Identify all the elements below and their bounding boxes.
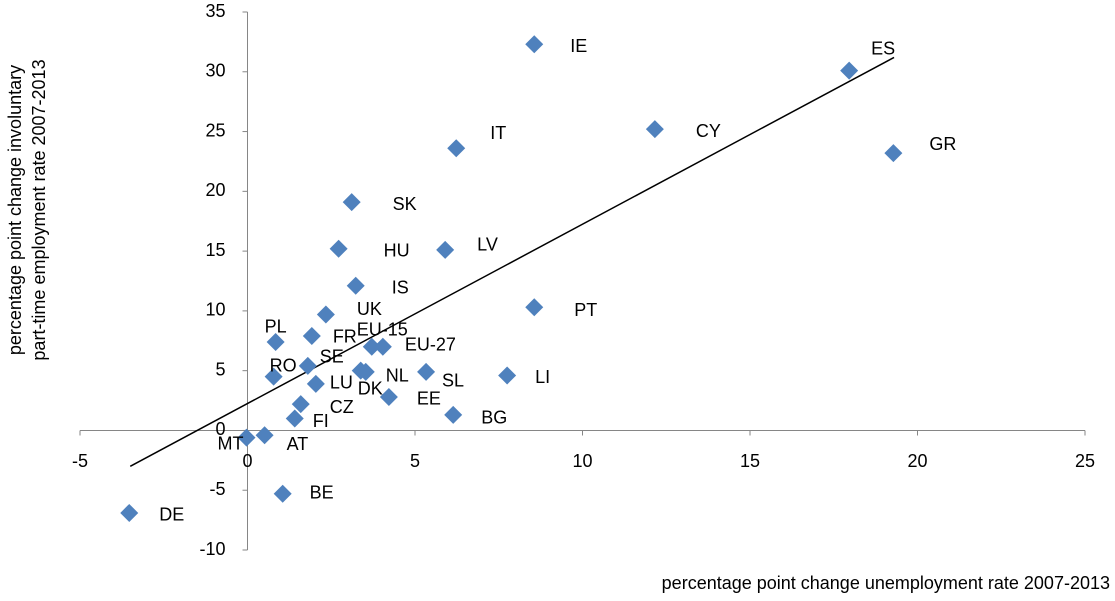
- point: [120, 503, 139, 522]
- point: [306, 374, 325, 393]
- point: [447, 139, 466, 158]
- point: [266, 332, 285, 351]
- point: [255, 426, 274, 445]
- point: [379, 387, 398, 406]
- point-label: IE: [570, 36, 587, 56]
- point-label: RO: [270, 355, 297, 375]
- point: [342, 193, 361, 212]
- point-label: BG: [481, 408, 507, 428]
- point-label: EE: [417, 389, 441, 409]
- y-tick-label: 5: [215, 359, 225, 379]
- point: [356, 362, 375, 381]
- point-label: FI: [313, 411, 329, 431]
- y-tick-label: 35: [205, 1, 225, 21]
- point-label: ES: [871, 38, 895, 58]
- point: [525, 35, 544, 54]
- point-label: PT: [574, 300, 597, 320]
- point-label: IT: [490, 123, 506, 143]
- point: [417, 362, 436, 381]
- point: [362, 337, 381, 356]
- point: [291, 395, 310, 414]
- point-label: LV: [477, 235, 498, 255]
- x-tick-label: 10: [572, 451, 592, 471]
- y-tick-label: 30: [205, 61, 225, 81]
- x-axis-label: percentage point change unemployment rat…: [662, 573, 1110, 593]
- point-label: PL: [265, 317, 287, 337]
- trend-line: [129, 56, 895, 467]
- point: [525, 298, 544, 317]
- point-label: SL: [442, 371, 464, 391]
- point: [285, 409, 304, 428]
- x-tick-label: 15: [740, 451, 760, 471]
- point: [498, 366, 517, 385]
- point-label: EU-15: [357, 320, 408, 340]
- y-tick-label: -10: [199, 539, 225, 559]
- y-tick-label: 25: [205, 120, 225, 140]
- point-label: BE: [310, 483, 334, 503]
- y-tick-label: -5: [209, 479, 225, 499]
- point-label: FR: [333, 327, 357, 347]
- point-label: UK: [357, 299, 382, 319]
- point-label: GR: [929, 134, 956, 154]
- point: [298, 356, 317, 375]
- point: [884, 144, 903, 163]
- x-tick-label: 5: [410, 451, 420, 471]
- point: [436, 240, 455, 259]
- point-label: CY: [696, 121, 721, 141]
- point-label: IS: [392, 278, 409, 298]
- point: [444, 405, 463, 424]
- x-tick-label: -5: [72, 451, 88, 471]
- point: [346, 276, 365, 295]
- point: [237, 428, 256, 447]
- point-label: SE: [320, 347, 344, 367]
- point-label: EU-27: [405, 335, 456, 355]
- y-tick-label: 15: [205, 240, 225, 260]
- point-label: MT: [217, 433, 243, 453]
- point: [840, 61, 859, 80]
- point-label: AT: [287, 434, 309, 454]
- point-label: HU: [384, 240, 410, 260]
- point: [264, 367, 283, 386]
- point: [373, 337, 392, 356]
- point: [302, 326, 321, 345]
- point-label: DK: [358, 378, 383, 398]
- point: [273, 484, 292, 503]
- x-tick-label: 25: [1075, 451, 1095, 471]
- point-label: NL: [386, 366, 409, 386]
- point-label: DE: [159, 505, 184, 525]
- y-axis-label: percentage point change involuntary: [5, 65, 25, 355]
- y-tick-label: 0: [215, 419, 225, 439]
- point-label: CZ: [330, 397, 354, 417]
- point: [329, 239, 348, 258]
- point: [316, 305, 335, 324]
- x-tick-label: 20: [907, 451, 927, 471]
- y-tick-label: 20: [205, 180, 225, 200]
- point-label: LU: [330, 373, 353, 393]
- x-tick-label: 0: [242, 451, 252, 471]
- y-axis-label: part-time employment rate 2007-2013: [29, 59, 49, 360]
- y-tick-label: 10: [205, 300, 225, 320]
- point-label: LI: [535, 367, 550, 387]
- point-label: SK: [393, 194, 417, 214]
- point: [645, 120, 664, 139]
